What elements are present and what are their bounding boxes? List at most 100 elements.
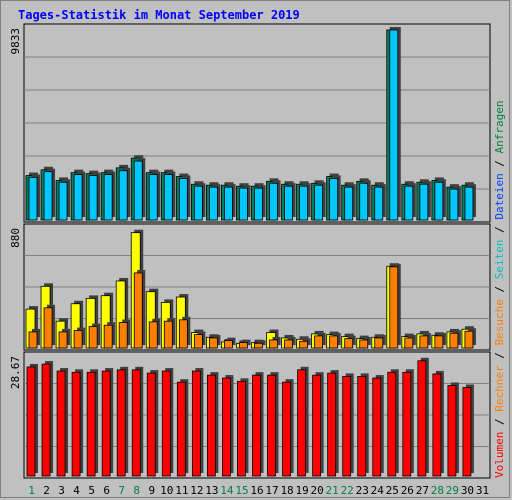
x-tick-day-14: 14: [220, 484, 234, 497]
bar-dateien-day-25: [389, 29, 399, 221]
x-axis-labels: 1 2 3 4 5 6 7 8 9 10 11 12 13 14 15 16 17 18 19 20 21 22 23 24 2…: [28, 484, 489, 497]
bar-besuche-day-26: [404, 337, 414, 349]
x-tick-day-13: 13: [205, 484, 218, 497]
bar-besuche-day-12: [193, 334, 203, 349]
x-tick-day-17: 17: [265, 484, 278, 497]
bar-besuche-day-25: [389, 266, 399, 349]
bar-dateien-day-19: [299, 185, 308, 221]
bar-volumen-day-13: [206, 374, 216, 477]
legend-item-2: Rechner: [493, 365, 506, 412]
bar-besuche-day-5: [88, 326, 98, 349]
bar-dateien-day-26: [404, 185, 414, 221]
legend-item-7: /: [493, 220, 506, 240]
bar-besuche-day-18: [284, 339, 293, 349]
x-tick-day-7: 7: [118, 484, 125, 497]
bar-volumen-day-23: [357, 375, 367, 477]
bar-besuche-day-14: [224, 340, 233, 349]
bar-volumen-day-27: [417, 360, 427, 477]
bar-besuche-day-20: [314, 335, 324, 349]
x-tick-day-24: 24: [371, 484, 385, 497]
x-tick-day-22: 22: [341, 484, 354, 497]
bar-besuche-day-16: [254, 342, 263, 349]
bar-besuche-day-9: [148, 321, 158, 349]
bar-dateien-day-30: [464, 186, 474, 221]
bar-volumen-day-11: [176, 381, 186, 477]
panel-pages-visits: 880: [9, 223, 491, 351]
bar-volumen-day-28: [432, 373, 442, 477]
x-tick-day-2: 2: [43, 484, 50, 497]
bar-dateien-day-10: [163, 174, 173, 221]
bar-dateien-day-11: [178, 178, 188, 221]
bar-volumen-day-2: [41, 363, 51, 477]
bar-volumen-day-5: [86, 371, 96, 477]
bar-volumen-day-25: [387, 371, 397, 477]
bar-dateien-day-21: [329, 178, 339, 221]
bar-dateien-day-27: [419, 183, 429, 221]
bar-dateien-day-12: [193, 185, 203, 221]
legend-item-5: /: [493, 279, 506, 299]
x-tick-day-20: 20: [311, 484, 324, 497]
bar-besuche-day-6: [103, 324, 113, 349]
right-legend: Volumen / Rechner / Besuche / Seiten / D…: [493, 100, 506, 478]
bar-dateien-day-29: [449, 188, 459, 221]
bar-volumen-day-24: [372, 377, 382, 477]
bar-besuche-day-27: [419, 335, 429, 349]
x-tick-day-6: 6: [103, 484, 110, 497]
bar-volumen-day-9: [146, 372, 156, 477]
chart-title: Tages-Statistik im Monat September 2019: [18, 8, 300, 22]
x-tick-day-16: 16: [250, 484, 263, 497]
x-tick-day-29: 29: [446, 484, 459, 497]
x-tick-day-10: 10: [160, 484, 173, 497]
bar-volumen-day-22: [342, 375, 352, 477]
x-tick-day-23: 23: [356, 484, 369, 497]
bar-dateien-day-28: [434, 181, 444, 221]
legend-item-4: Besuche: [493, 299, 506, 345]
bar-volumen-day-3: [56, 370, 66, 477]
bar-dateien-day-9: [148, 174, 158, 221]
bar-besuche-day-30: [464, 330, 474, 349]
bar-volumen-day-17: [267, 374, 276, 477]
bar-volumen-day-1: [26, 366, 36, 477]
bar-besuche-day-4: [73, 330, 83, 349]
legend-item-9: /: [493, 153, 506, 173]
bar-volumen-day-29: [447, 385, 457, 477]
bar-dateien-day-16: [254, 187, 263, 221]
bar-volumen-day-8: [131, 369, 141, 477]
bar-besuche-day-23: [359, 339, 369, 349]
bar-besuche-day-8: [133, 272, 143, 349]
bar-besuche-day-24: [374, 337, 384, 349]
bar-dateien-day-14: [224, 186, 233, 221]
bar-besuche-day-19: [299, 340, 308, 349]
x-tick-day-9: 9: [148, 484, 155, 497]
bar-besuche-day-17: [269, 339, 278, 349]
x-tick-day-31: 31: [476, 484, 489, 497]
x-tick-day-1: 1: [28, 484, 35, 497]
bar-dateien-day-23: [359, 182, 369, 221]
legend-item-8: Dateien: [493, 173, 506, 219]
bar-dateien-day-5: [88, 175, 98, 221]
x-tick-day-26: 26: [401, 484, 414, 497]
legend-item-0: Volumen: [493, 432, 506, 478]
bar-volumen-day-10: [161, 370, 171, 477]
x-tick-day-21: 21: [326, 484, 339, 497]
bar-volumen-day-18: [282, 381, 291, 477]
panel-volume-ymax-label: 28.67: [9, 356, 22, 389]
bar-besuche-day-1: [28, 331, 38, 349]
x-tick-day-11: 11: [175, 484, 188, 497]
panel-hits-files-ymax-label: 9833: [9, 28, 22, 55]
bar-volumen-day-30: [462, 387, 472, 477]
x-tick-day-18: 18: [280, 484, 293, 497]
bar-dateien-day-13: [208, 186, 218, 221]
bar-dateien-day-3: [58, 181, 68, 221]
bar-volumen-day-14: [222, 377, 231, 477]
bar-volumen-day-19: [297, 369, 306, 477]
bar-besuche-day-2: [43, 307, 53, 349]
bar-volumen-day-21: [327, 372, 337, 477]
bar-dateien-day-18: [284, 185, 293, 221]
bar-besuche-day-29: [449, 332, 459, 349]
x-tick-day-27: 27: [416, 484, 429, 497]
bar-dateien-day-17: [269, 182, 278, 221]
bar-besuche-day-21: [329, 335, 339, 349]
legend-item-6: Seiten: [493, 240, 506, 280]
